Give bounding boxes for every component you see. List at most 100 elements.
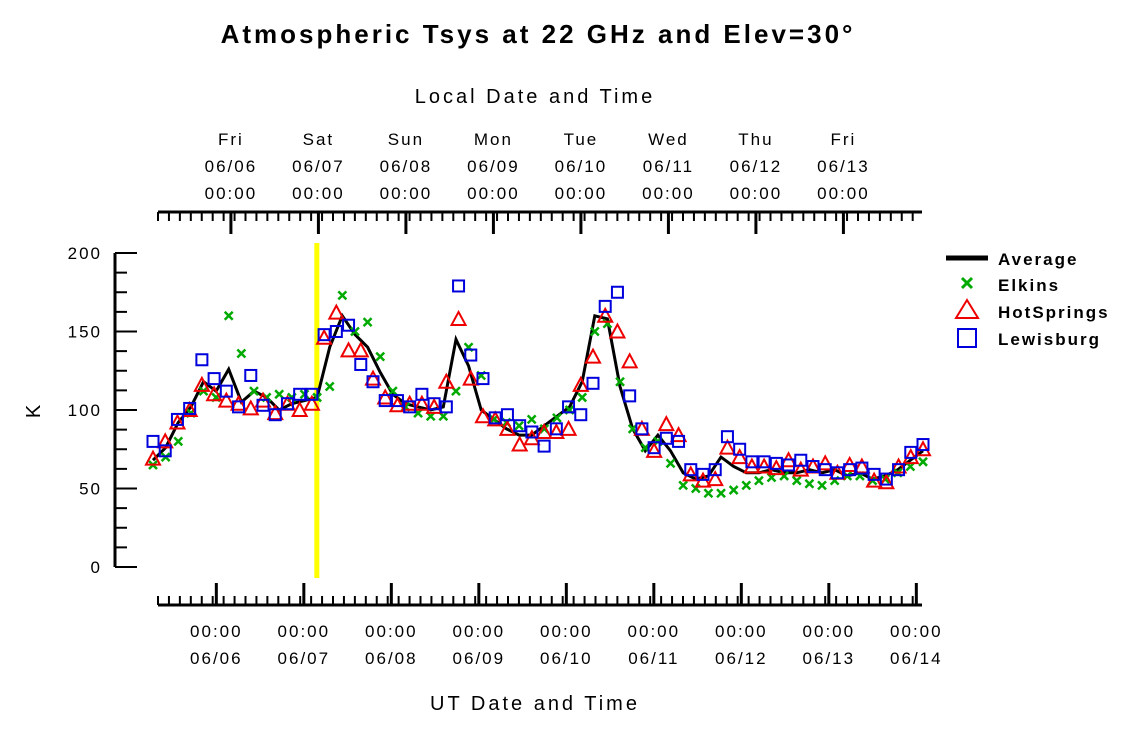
- data-point-lewisburg: [452, 279, 466, 293]
- data-point-lewisburg: [329, 325, 343, 338]
- data-point-lewisburg: [488, 411, 502, 425]
- data-point-hotsprings: [535, 422, 553, 439]
- data-point-hotsprings: [217, 391, 236, 408]
- data-point-lewisburg: [170, 412, 184, 426]
- data-point-lewisburg: [708, 463, 722, 477]
- data-point-lewisburg: [635, 422, 649, 436]
- data-point-lewisburg: [268, 408, 282, 422]
- top-tick-day-label: Mon: [474, 130, 513, 149]
- bottom-tick-date-label: 06/12: [715, 649, 768, 668]
- top-tick-day-label: Sun: [388, 130, 424, 149]
- legend-swatch-hotsprings: [954, 298, 980, 319]
- top-tick-date-label: 06/13: [817, 157, 870, 176]
- data-point-hotsprings: [364, 369, 382, 386]
- data-point-hotsprings: [902, 447, 920, 465]
- data-point-elkins: [716, 488, 726, 499]
- bottom-tick-time-label: 00:00: [715, 622, 768, 641]
- data-point-lewisburg: [830, 466, 844, 480]
- data-point-lewisburg: [219, 384, 233, 398]
- data-point-hotsprings: [596, 306, 614, 323]
- top-tick-day-label: Fri: [831, 130, 857, 149]
- data-point-lewisburg: [439, 400, 453, 414]
- data-point-hotsprings: [559, 419, 578, 436]
- data-point-elkins: [754, 475, 764, 486]
- bottom-tick-date-label: 06/14: [890, 649, 943, 668]
- data-point-hotsprings: [645, 441, 663, 458]
- top-axis-title: Local Date and Time: [415, 86, 655, 108]
- data-point-lewisburg: [562, 400, 576, 414]
- data-point-lewisburg: [354, 357, 368, 371]
- data-point-elkins: [817, 480, 827, 491]
- data-point-hotsprings: [144, 449, 162, 466]
- data-point-elkins: [173, 436, 184, 447]
- data-point-lewisburg: [195, 353, 209, 367]
- data-point-lewisburg: [818, 463, 832, 477]
- top-tick-time-label: 00:00: [555, 184, 608, 203]
- top-tick-date-label: 06/12: [730, 157, 783, 176]
- legend-item-lewisburg: Lewisburg: [957, 328, 1099, 349]
- data-point-hotsprings: [608, 322, 627, 339]
- y-tick-label: 150: [68, 323, 102, 342]
- top-tick-time-label: 00:00: [205, 184, 258, 203]
- data-point-elkins: [223, 310, 234, 321]
- data-point-elkins: [804, 478, 815, 489]
- data-point-elkins: [249, 386, 259, 397]
- data-point-elkins: [387, 386, 398, 397]
- top-tick-date-label: 06/06: [205, 157, 258, 176]
- data-point-lewisburg: [659, 431, 673, 445]
- bottom-tick-time-label: 00:00: [278, 622, 331, 641]
- top-tick-time-label: 00:00: [642, 184, 695, 203]
- data-point-elkins: [791, 475, 802, 486]
- data-point-elkins: [589, 326, 600, 337]
- data-point-hotsprings: [413, 394, 431, 411]
- data-point-lewisburg: [757, 455, 771, 469]
- data-point-lewisburg: [403, 400, 417, 414]
- data-point-lewisburg: [794, 453, 808, 467]
- data-point-hotsprings: [156, 432, 174, 449]
- bottom-tick-time-label: 00:00: [628, 622, 681, 641]
- legend: Average Elkins HotSprings Lewisburg: [946, 250, 1110, 349]
- y-tick-label: 50: [79, 480, 102, 499]
- bottom-tick-date-label: 06/13: [803, 649, 856, 668]
- top-tick-date-label: 06/07: [292, 157, 345, 176]
- data-point-elkins: [918, 456, 928, 467]
- data-point-hotsprings: [706, 469, 724, 487]
- data-point-lewisburg: [537, 439, 551, 453]
- data-point-elkins: [627, 423, 638, 434]
- data-point-lewisburg: [256, 398, 270, 412]
- data-point-hotsprings: [755, 457, 773, 474]
- data-point-hotsprings: [620, 352, 639, 369]
- bottom-tick-time-label: 00:00: [890, 622, 943, 641]
- data-point-lewisburg: [843, 463, 857, 477]
- data-point-lewisburg: [733, 442, 747, 456]
- data-point-lewisburg: [183, 401, 197, 415]
- data-point-lewisburg: [672, 434, 686, 448]
- data-point-elkins: [337, 290, 348, 301]
- data-point-elkins: [526, 414, 537, 425]
- data-point-hotsprings: [327, 303, 346, 320]
- data-point-elkins: [362, 317, 373, 327]
- data-point-lewisburg: [158, 444, 172, 458]
- data-point-lewisburg: [476, 372, 490, 386]
- data-point-elkins: [728, 485, 739, 495]
- top-tick-day-label: Sat: [303, 130, 335, 149]
- data-point-hotsprings: [376, 388, 394, 405]
- bottom-tick-date-label: 06/07: [278, 649, 331, 668]
- data-point-lewisburg: [610, 285, 624, 299]
- data-point-lewisburg: [647, 441, 661, 455]
- legend-label-hotsprings: HotSprings: [998, 303, 1110, 322]
- legend-item-average: Average: [946, 250, 1076, 269]
- legend-item-elkins: Elkins: [960, 276, 1058, 295]
- data-point-hotsprings: [400, 394, 419, 411]
- data-point-hotsprings: [205, 385, 223, 402]
- data-point-elkins: [577, 392, 588, 403]
- data-point-lewisburg: [782, 458, 796, 472]
- data-point-hotsprings: [425, 397, 443, 414]
- data-point-lewisburg: [867, 467, 881, 481]
- data-point-hotsprings: [193, 375, 211, 392]
- data-point-lewisburg: [623, 389, 637, 403]
- data-point-hotsprings: [682, 465, 700, 482]
- bottom-tick-date-label: 06/08: [365, 649, 418, 668]
- data-point-hotsprings: [657, 415, 676, 432]
